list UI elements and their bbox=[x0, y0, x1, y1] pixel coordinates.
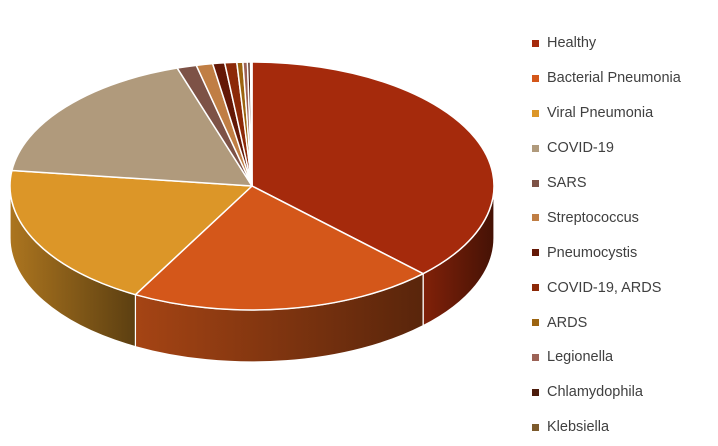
legend-item-covid-19-ards: COVID-19, ARDS bbox=[532, 270, 716, 305]
legend-swatch bbox=[532, 109, 539, 117]
legend-swatch bbox=[532, 284, 539, 292]
legend-label: Klebsiella bbox=[547, 419, 610, 436]
legend-label: Healthy bbox=[547, 35, 597, 52]
pie-slice-klebsiella bbox=[249, 61, 253, 187]
legend-item-pneumocystis: Pneumocystis bbox=[532, 235, 716, 270]
legend-item-healthy: Healthy bbox=[532, 26, 716, 61]
pie-slice-healthy bbox=[251, 61, 495, 275]
legend: Healthy Bacterial Pneumonia Viral Pneumoni… bbox=[532, 26, 716, 445]
legend-swatch bbox=[532, 388, 539, 396]
legend-item-klebsiella: Klebsiella bbox=[532, 410, 716, 445]
legend-item-chlamydophila: Chlamydophila bbox=[532, 375, 716, 410]
legend-swatch bbox=[532, 74, 539, 82]
legend-swatch bbox=[532, 39, 539, 47]
pie-slice-viral-pneumonia bbox=[9, 169, 253, 296]
legend-swatch bbox=[532, 179, 539, 187]
pie-slice-bacterial-pneumonia bbox=[134, 185, 424, 311]
legend-label: Streptococcus bbox=[547, 209, 639, 226]
legend-swatch bbox=[532, 423, 539, 431]
legend-swatch bbox=[532, 249, 539, 257]
legend-label: Bacterial Pneumonia bbox=[547, 70, 681, 87]
legend-label: Legionella bbox=[547, 349, 614, 366]
legend-item-bacterial-pneumonia: Bacterial Pneumonia bbox=[532, 61, 716, 96]
legend-label: ARDS bbox=[547, 314, 588, 331]
legend-swatch bbox=[532, 353, 539, 361]
legend-item-viral-pneumonia: Viral Pneumonia bbox=[532, 96, 716, 131]
legend-label: Viral Pneumonia bbox=[547, 105, 654, 122]
legend-item-streptococcus: Streptococcus bbox=[532, 200, 716, 235]
pie-slice-covid-19 bbox=[11, 67, 253, 187]
legend-item-covid-19: COVID-19 bbox=[532, 131, 716, 166]
legend-swatch bbox=[532, 319, 539, 327]
legend-label: SARS bbox=[547, 175, 587, 191]
legend-item-sars: SARS bbox=[532, 166, 716, 201]
legend-swatch bbox=[532, 214, 539, 222]
legend-label: Chlamydophila bbox=[547, 384, 643, 401]
legend-item-ards: ARDS bbox=[532, 305, 716, 340]
legend-label: COVID-19, ARDS bbox=[547, 279, 662, 296]
legend-item-legionella: Legionella bbox=[532, 340, 716, 375]
legend-label: Pneumocystis bbox=[547, 244, 638, 261]
legend-swatch bbox=[532, 144, 539, 152]
legend-label: COVID-19 bbox=[547, 140, 614, 157]
